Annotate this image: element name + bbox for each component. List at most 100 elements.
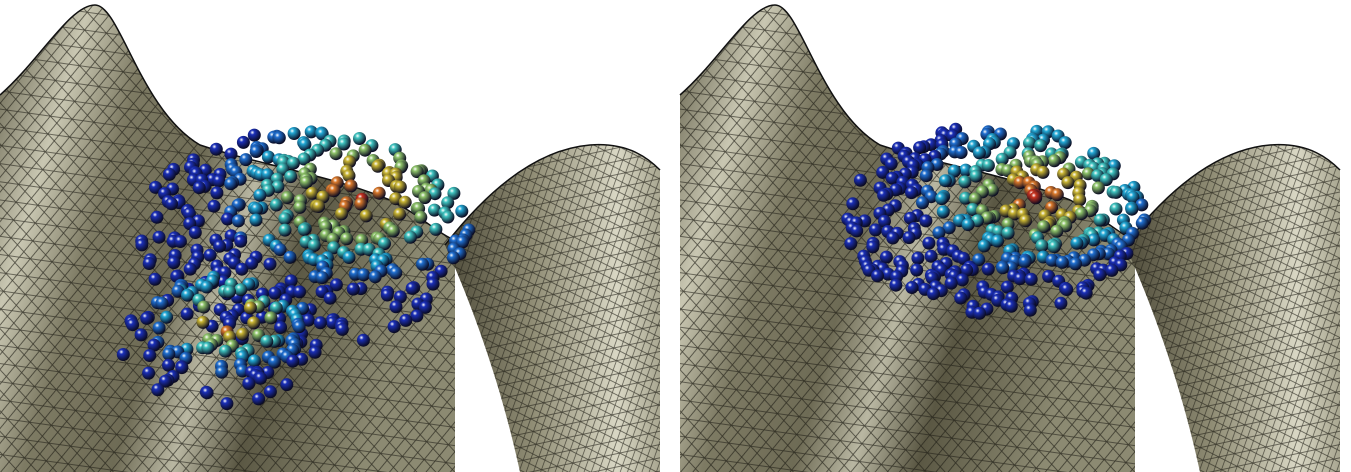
- sphere: [962, 218, 975, 231]
- sphere: [235, 263, 248, 276]
- sphere: [298, 223, 311, 236]
- sphere: [160, 311, 173, 324]
- sphere: [220, 397, 233, 410]
- sphere: [955, 146, 968, 159]
- sphere: [381, 289, 394, 302]
- sphere: [142, 367, 155, 380]
- sphere: [1059, 136, 1072, 149]
- sphere: [1092, 181, 1105, 194]
- sphere: [208, 200, 221, 213]
- sphere: [324, 292, 337, 305]
- sphere: [288, 127, 301, 140]
- sphere: [1110, 203, 1123, 216]
- sphere: [1037, 166, 1050, 179]
- sphere: [390, 300, 403, 313]
- sphere: [1105, 264, 1118, 277]
- sphere: [153, 231, 166, 244]
- sphere: [1034, 139, 1047, 152]
- sphere: [250, 145, 263, 158]
- sphere: [1029, 191, 1042, 204]
- sphere: [162, 359, 175, 372]
- sphere: [117, 348, 130, 361]
- sphere: [204, 249, 217, 262]
- sphere: [1051, 188, 1064, 201]
- sphere: [910, 264, 923, 277]
- sphere: [973, 146, 986, 159]
- sphere: [328, 184, 341, 197]
- sphere: [388, 320, 401, 333]
- sphere: [937, 205, 950, 218]
- sphere: [1019, 255, 1032, 268]
- sphere: [309, 346, 322, 359]
- sphere: [1005, 300, 1018, 313]
- scene: [0, 0, 1351, 472]
- sphere: [293, 320, 306, 333]
- sphere: [193, 181, 206, 194]
- sphere: [1056, 256, 1069, 269]
- sphere: [1070, 237, 1083, 250]
- sphere: [232, 214, 245, 227]
- sphere: [174, 235, 187, 248]
- sphere: [343, 251, 356, 264]
- page: (() => { JSON.parse(document.getElementB…: [0, 0, 1351, 472]
- sphere: [1075, 207, 1088, 220]
- sphere: [181, 289, 194, 302]
- sphere: [201, 386, 214, 399]
- sphere: [234, 283, 247, 296]
- sphere: [260, 335, 273, 348]
- sphere: [399, 196, 412, 209]
- sphere: [1048, 240, 1061, 253]
- sphere: [410, 309, 423, 322]
- sphere: [189, 226, 202, 239]
- sphere: [223, 285, 236, 298]
- sphere: [359, 144, 372, 157]
- sphere: [293, 201, 306, 214]
- sphere: [336, 323, 349, 336]
- sphere: [399, 314, 412, 327]
- sphere: [871, 269, 884, 282]
- sphere: [135, 238, 148, 251]
- sphere: [982, 159, 995, 172]
- sphere: [1080, 287, 1093, 300]
- sphere: [330, 147, 343, 160]
- sphere: [1050, 225, 1063, 238]
- sphere: [991, 235, 1004, 248]
- sphere: [181, 308, 194, 321]
- sphere: [970, 170, 983, 183]
- sphere: [253, 189, 266, 202]
- sphere: [250, 214, 263, 227]
- sphere: [373, 187, 386, 200]
- sphere: [345, 179, 358, 192]
- sphere: [954, 292, 967, 305]
- sphere: [140, 312, 153, 325]
- sphere: [197, 316, 210, 329]
- sphere: [903, 231, 916, 244]
- sphere: [393, 208, 406, 221]
- sphere: [369, 270, 382, 283]
- sphere: [1093, 268, 1106, 281]
- sphere: [889, 279, 902, 292]
- sphere: [167, 256, 180, 269]
- sphere: [1002, 227, 1015, 240]
- sphere: [922, 237, 935, 250]
- sphere: [844, 237, 857, 250]
- sphere: [237, 136, 250, 149]
- sphere: [447, 251, 460, 264]
- sphere: [996, 261, 1009, 274]
- sphere: [357, 334, 370, 347]
- sphere: [210, 186, 223, 199]
- sphere: [247, 316, 260, 329]
- sphere: [316, 271, 329, 284]
- sphere: [416, 258, 429, 271]
- sphere: [284, 251, 297, 264]
- sphere: [280, 378, 293, 391]
- sphere: [850, 224, 863, 237]
- sphere: [427, 278, 440, 291]
- sphere: [264, 258, 277, 271]
- sphere: [236, 328, 249, 341]
- sphere: [958, 175, 971, 188]
- sphere: [248, 129, 261, 142]
- sphere: [163, 168, 176, 181]
- sphere: [300, 176, 313, 189]
- sphere: [911, 252, 924, 265]
